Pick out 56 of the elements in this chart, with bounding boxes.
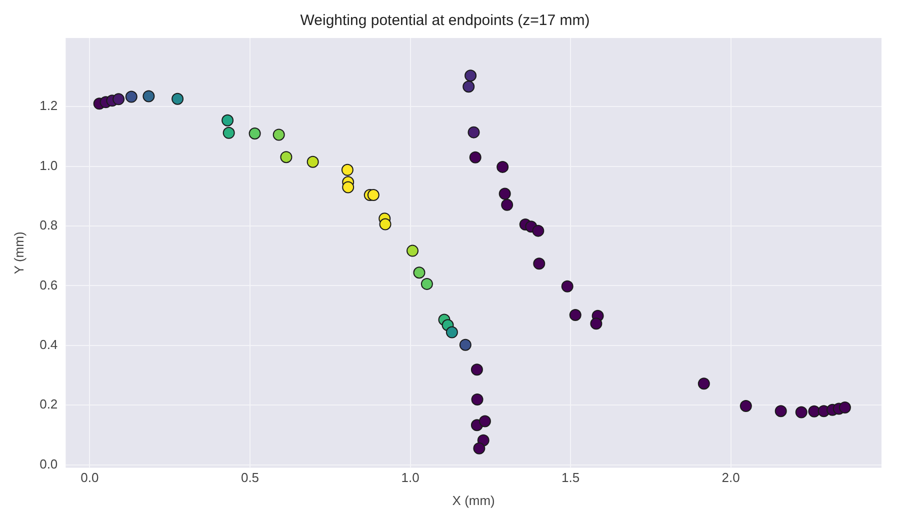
point <box>420 278 433 290</box>
point <box>533 258 546 270</box>
y-tick-label: 0.0 <box>40 456 58 472</box>
x-axis-title: X (mm) <box>452 492 495 508</box>
chart-title: Weighting potential at endpoints (z=17 mm) <box>300 12 590 30</box>
point <box>468 126 480 138</box>
point <box>561 280 574 292</box>
point <box>795 406 808 418</box>
point <box>471 393 484 406</box>
point <box>222 114 234 126</box>
y-axis-title: Y (mm) <box>11 232 26 274</box>
x-tick-label: 2.0 <box>722 470 740 486</box>
point <box>501 198 514 211</box>
point <box>774 405 787 418</box>
point <box>838 402 851 414</box>
x-tick-label: 0.0 <box>80 470 99 486</box>
point <box>367 188 380 201</box>
point <box>280 151 292 164</box>
point <box>469 151 482 164</box>
point <box>379 218 392 230</box>
y-tick-label: 0.4 <box>40 337 58 352</box>
x-tick-label: 1.5 <box>562 470 580 486</box>
point <box>532 224 544 237</box>
point <box>172 92 184 105</box>
point <box>142 90 155 102</box>
point <box>341 164 354 176</box>
y-tick-label: 0.6 <box>40 277 58 292</box>
point <box>740 400 752 412</box>
x-tick-label: 0.5 <box>240 470 260 486</box>
point <box>459 338 472 351</box>
point <box>590 318 602 330</box>
y-tick-label: 0.8 <box>40 218 58 233</box>
point <box>698 378 710 390</box>
point <box>342 181 354 194</box>
point <box>496 160 509 173</box>
point <box>473 442 486 454</box>
point <box>498 188 511 200</box>
point <box>272 128 285 141</box>
y-tick-label: 1.0 <box>40 158 58 173</box>
point <box>470 364 483 376</box>
point <box>569 308 582 321</box>
point <box>306 156 319 168</box>
x-tick-label: 1.0 <box>401 470 420 486</box>
point <box>406 244 419 257</box>
point <box>248 128 261 140</box>
y-tick-label: 1.2 <box>40 98 58 114</box>
point <box>464 70 477 82</box>
point <box>222 126 235 139</box>
point <box>413 266 426 279</box>
point <box>462 80 475 93</box>
point <box>112 93 125 106</box>
point <box>478 415 491 428</box>
y-tick-label: 0.2 <box>40 396 58 412</box>
point <box>446 326 458 338</box>
point <box>125 90 138 103</box>
point <box>808 405 820 418</box>
